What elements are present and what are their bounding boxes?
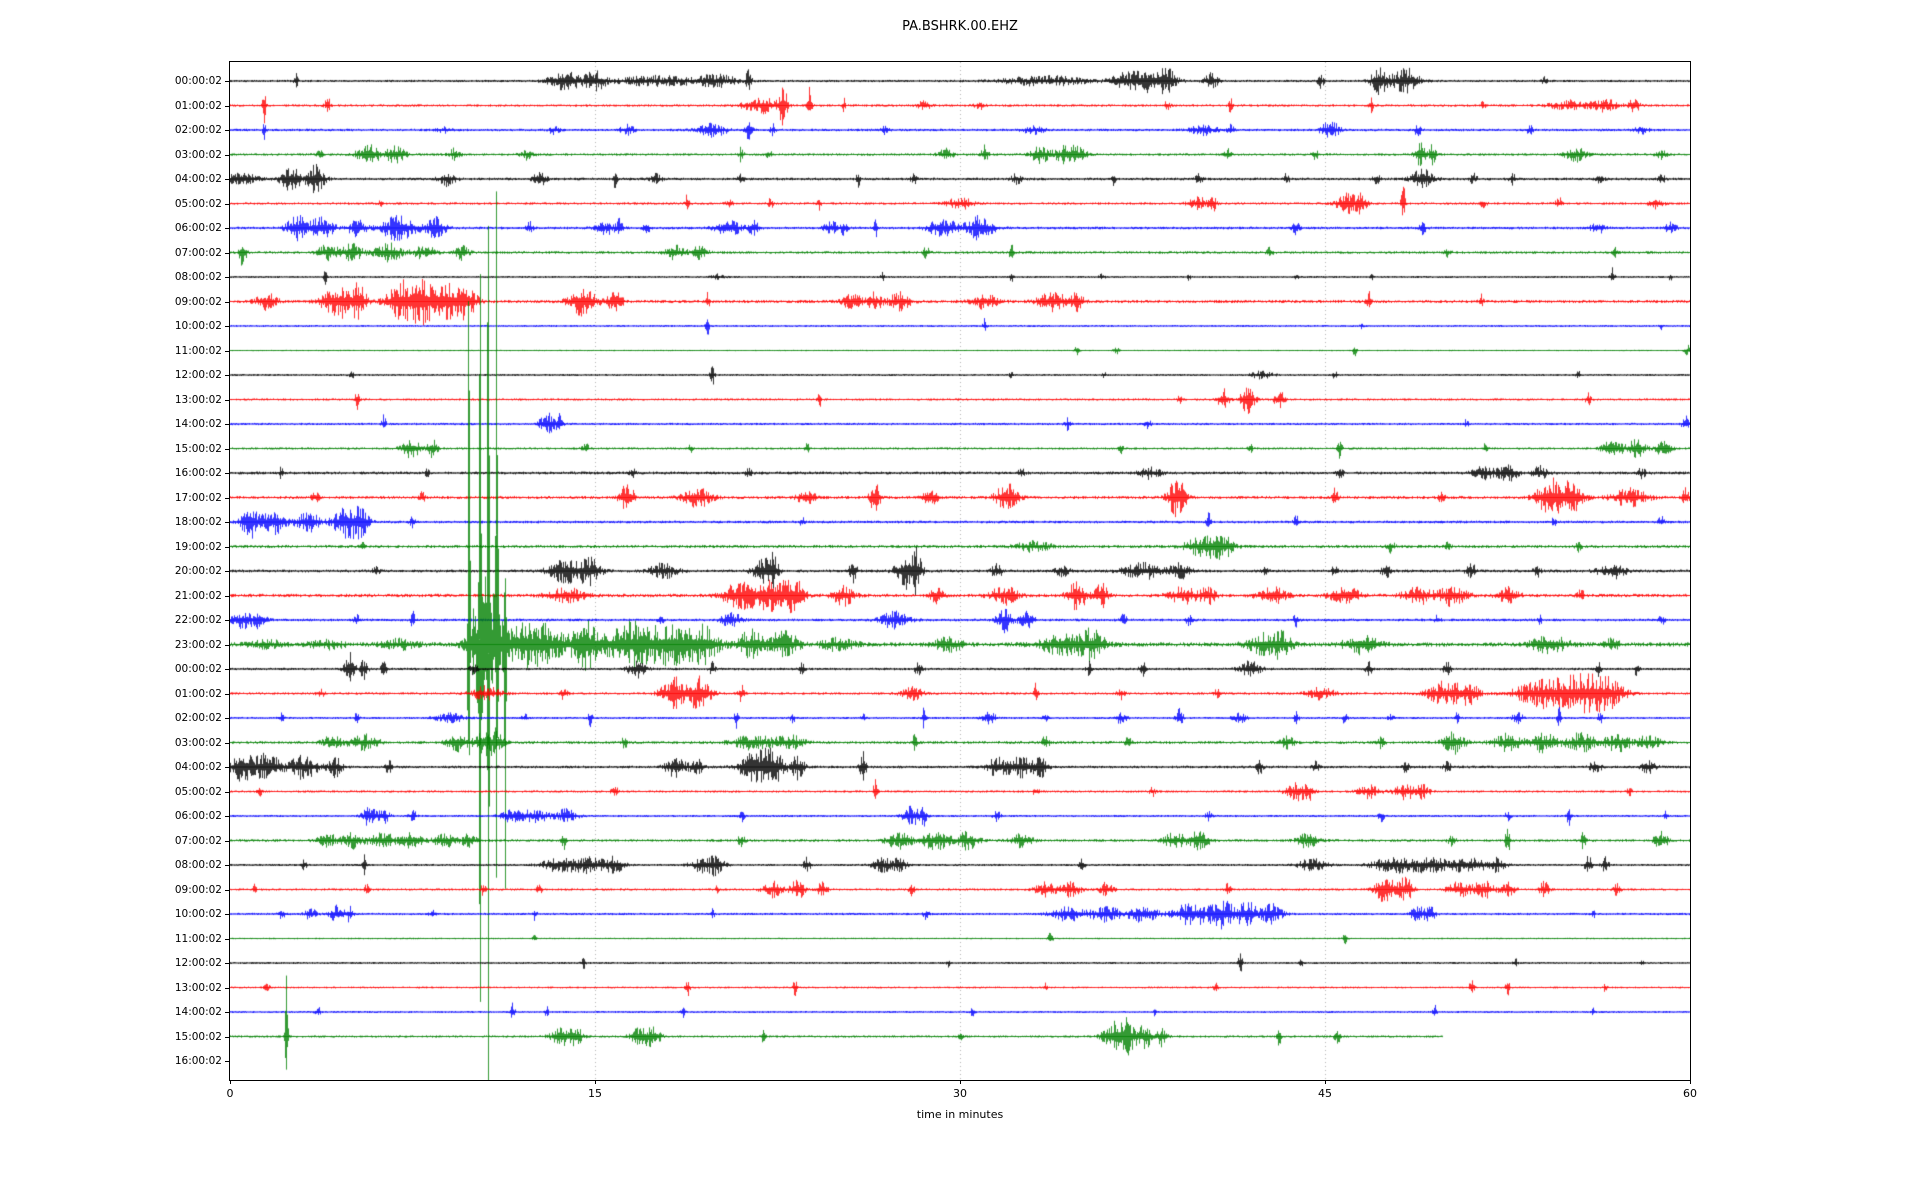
y-tick <box>225 473 230 474</box>
y-tick <box>225 204 230 205</box>
x-tick <box>960 1080 961 1084</box>
x-tick <box>1690 1080 1691 1084</box>
x-tick <box>1325 1080 1326 1084</box>
waveform-canvas <box>230 62 1690 1080</box>
trace-time-label: 06:00:02 <box>174 222 222 234</box>
trace-time-label: 03:00:02 <box>174 736 222 749</box>
trace-time-label: 20:00:02 <box>174 565 222 577</box>
y-tick <box>225 375 230 376</box>
y-tick <box>225 767 230 768</box>
trace-time-label: 10:00:02 <box>174 908 222 920</box>
y-tick <box>225 253 230 254</box>
trace-time-label: 14:00:02 <box>174 1006 222 1018</box>
y-tick <box>225 449 230 450</box>
y-tick <box>225 351 230 352</box>
y-tick <box>225 596 230 597</box>
trace-time-label: 13:00:02 <box>174 981 222 994</box>
trace-time-label: 02:00:02 <box>174 124 222 136</box>
y-tick <box>225 914 230 915</box>
x-axis-label: time in minutes <box>916 1108 1004 1121</box>
y-tick <box>225 400 230 401</box>
y-tick <box>225 228 230 229</box>
y-tick <box>225 130 230 131</box>
y-tick <box>225 1037 230 1038</box>
trace-time-label: 15:00:02 <box>174 1030 222 1043</box>
trace-time-label: 06:00:02 <box>174 810 222 822</box>
x-tick-label: 45 <box>1318 1087 1332 1100</box>
trace-time-label: 15:00:02 <box>174 442 222 455</box>
y-tick <box>225 302 230 303</box>
trace-time-label: 03:00:02 <box>174 148 222 161</box>
x-tick-label: 15 <box>588 1087 602 1100</box>
y-tick <box>225 1012 230 1013</box>
x-tick-label: 60 <box>1683 1087 1697 1100</box>
trace-time-label: 04:00:02 <box>174 173 222 185</box>
trace-time-label: 00:00:02 <box>174 75 222 87</box>
trace-time-label: 10:00:02 <box>174 320 222 332</box>
trace-time-label: 07:00:02 <box>174 246 222 259</box>
trace-time-label: 12:00:02 <box>174 957 222 969</box>
y-tick <box>225 498 230 499</box>
trace-time-label: 05:00:02 <box>174 785 222 798</box>
trace-time-label: 07:00:02 <box>174 834 222 847</box>
y-tick <box>225 890 230 891</box>
trace-time-label: 11:00:02 <box>174 932 222 945</box>
y-tick <box>225 645 230 646</box>
trace-time-label: 16:00:02 <box>174 1055 222 1067</box>
y-tick <box>225 865 230 866</box>
y-tick <box>225 81 230 82</box>
trace-time-label: 09:00:02 <box>174 883 222 896</box>
trace-time-label: 14:00:02 <box>174 418 222 430</box>
x-tick <box>595 1080 596 1084</box>
y-tick <box>225 1061 230 1062</box>
y-tick <box>225 424 230 425</box>
trace-time-label: 04:00:02 <box>174 761 222 773</box>
trace-time-label: 17:00:02 <box>174 491 222 504</box>
trace-time-label: 01:00:02 <box>174 99 222 112</box>
x-tick <box>230 1080 231 1084</box>
y-tick <box>225 522 230 523</box>
y-tick <box>225 277 230 278</box>
y-tick <box>225 988 230 989</box>
y-tick <box>225 155 230 156</box>
trace-time-label: 16:00:02 <box>174 467 222 479</box>
y-tick <box>225 743 230 744</box>
y-tick <box>225 816 230 817</box>
y-tick <box>225 179 230 180</box>
y-tick <box>225 718 230 719</box>
trace-time-label: 13:00:02 <box>174 393 222 406</box>
y-tick <box>225 326 230 327</box>
y-tick <box>225 106 230 107</box>
trace-time-label: 21:00:02 <box>174 589 222 602</box>
y-tick <box>225 792 230 793</box>
y-tick <box>225 939 230 940</box>
y-tick <box>225 669 230 670</box>
y-tick <box>225 694 230 695</box>
x-tick-label: 0 <box>226 1087 234 1100</box>
trace-time-label: 19:00:02 <box>174 540 222 553</box>
trace-time-label: 12:00:02 <box>174 369 222 381</box>
y-tick <box>225 841 230 842</box>
trace-time-label: 08:00:02 <box>174 271 222 283</box>
y-tick <box>225 620 230 621</box>
trace-time-label: 00:00:02 <box>174 663 222 675</box>
trace-time-label: 11:00:02 <box>174 344 222 357</box>
trace-time-label: 01:00:02 <box>174 687 222 700</box>
chart-title: PA.BSHRK.00.EHZ <box>902 19 1018 34</box>
trace-time-label: 18:00:02 <box>174 516 222 528</box>
trace-time-label: 22:00:02 <box>174 614 222 626</box>
y-tick <box>225 571 230 572</box>
trace-time-label: 08:00:02 <box>174 859 222 871</box>
trace-time-label: 02:00:02 <box>174 712 222 724</box>
trace-time-label: 05:00:02 <box>174 197 222 210</box>
y-tick <box>225 963 230 964</box>
plot-area <box>229 61 1691 1081</box>
trace-time-label: 23:00:02 <box>174 638 222 651</box>
y-tick <box>225 547 230 548</box>
trace-time-label: 09:00:02 <box>174 295 222 308</box>
x-tick-label: 30 <box>953 1087 967 1100</box>
